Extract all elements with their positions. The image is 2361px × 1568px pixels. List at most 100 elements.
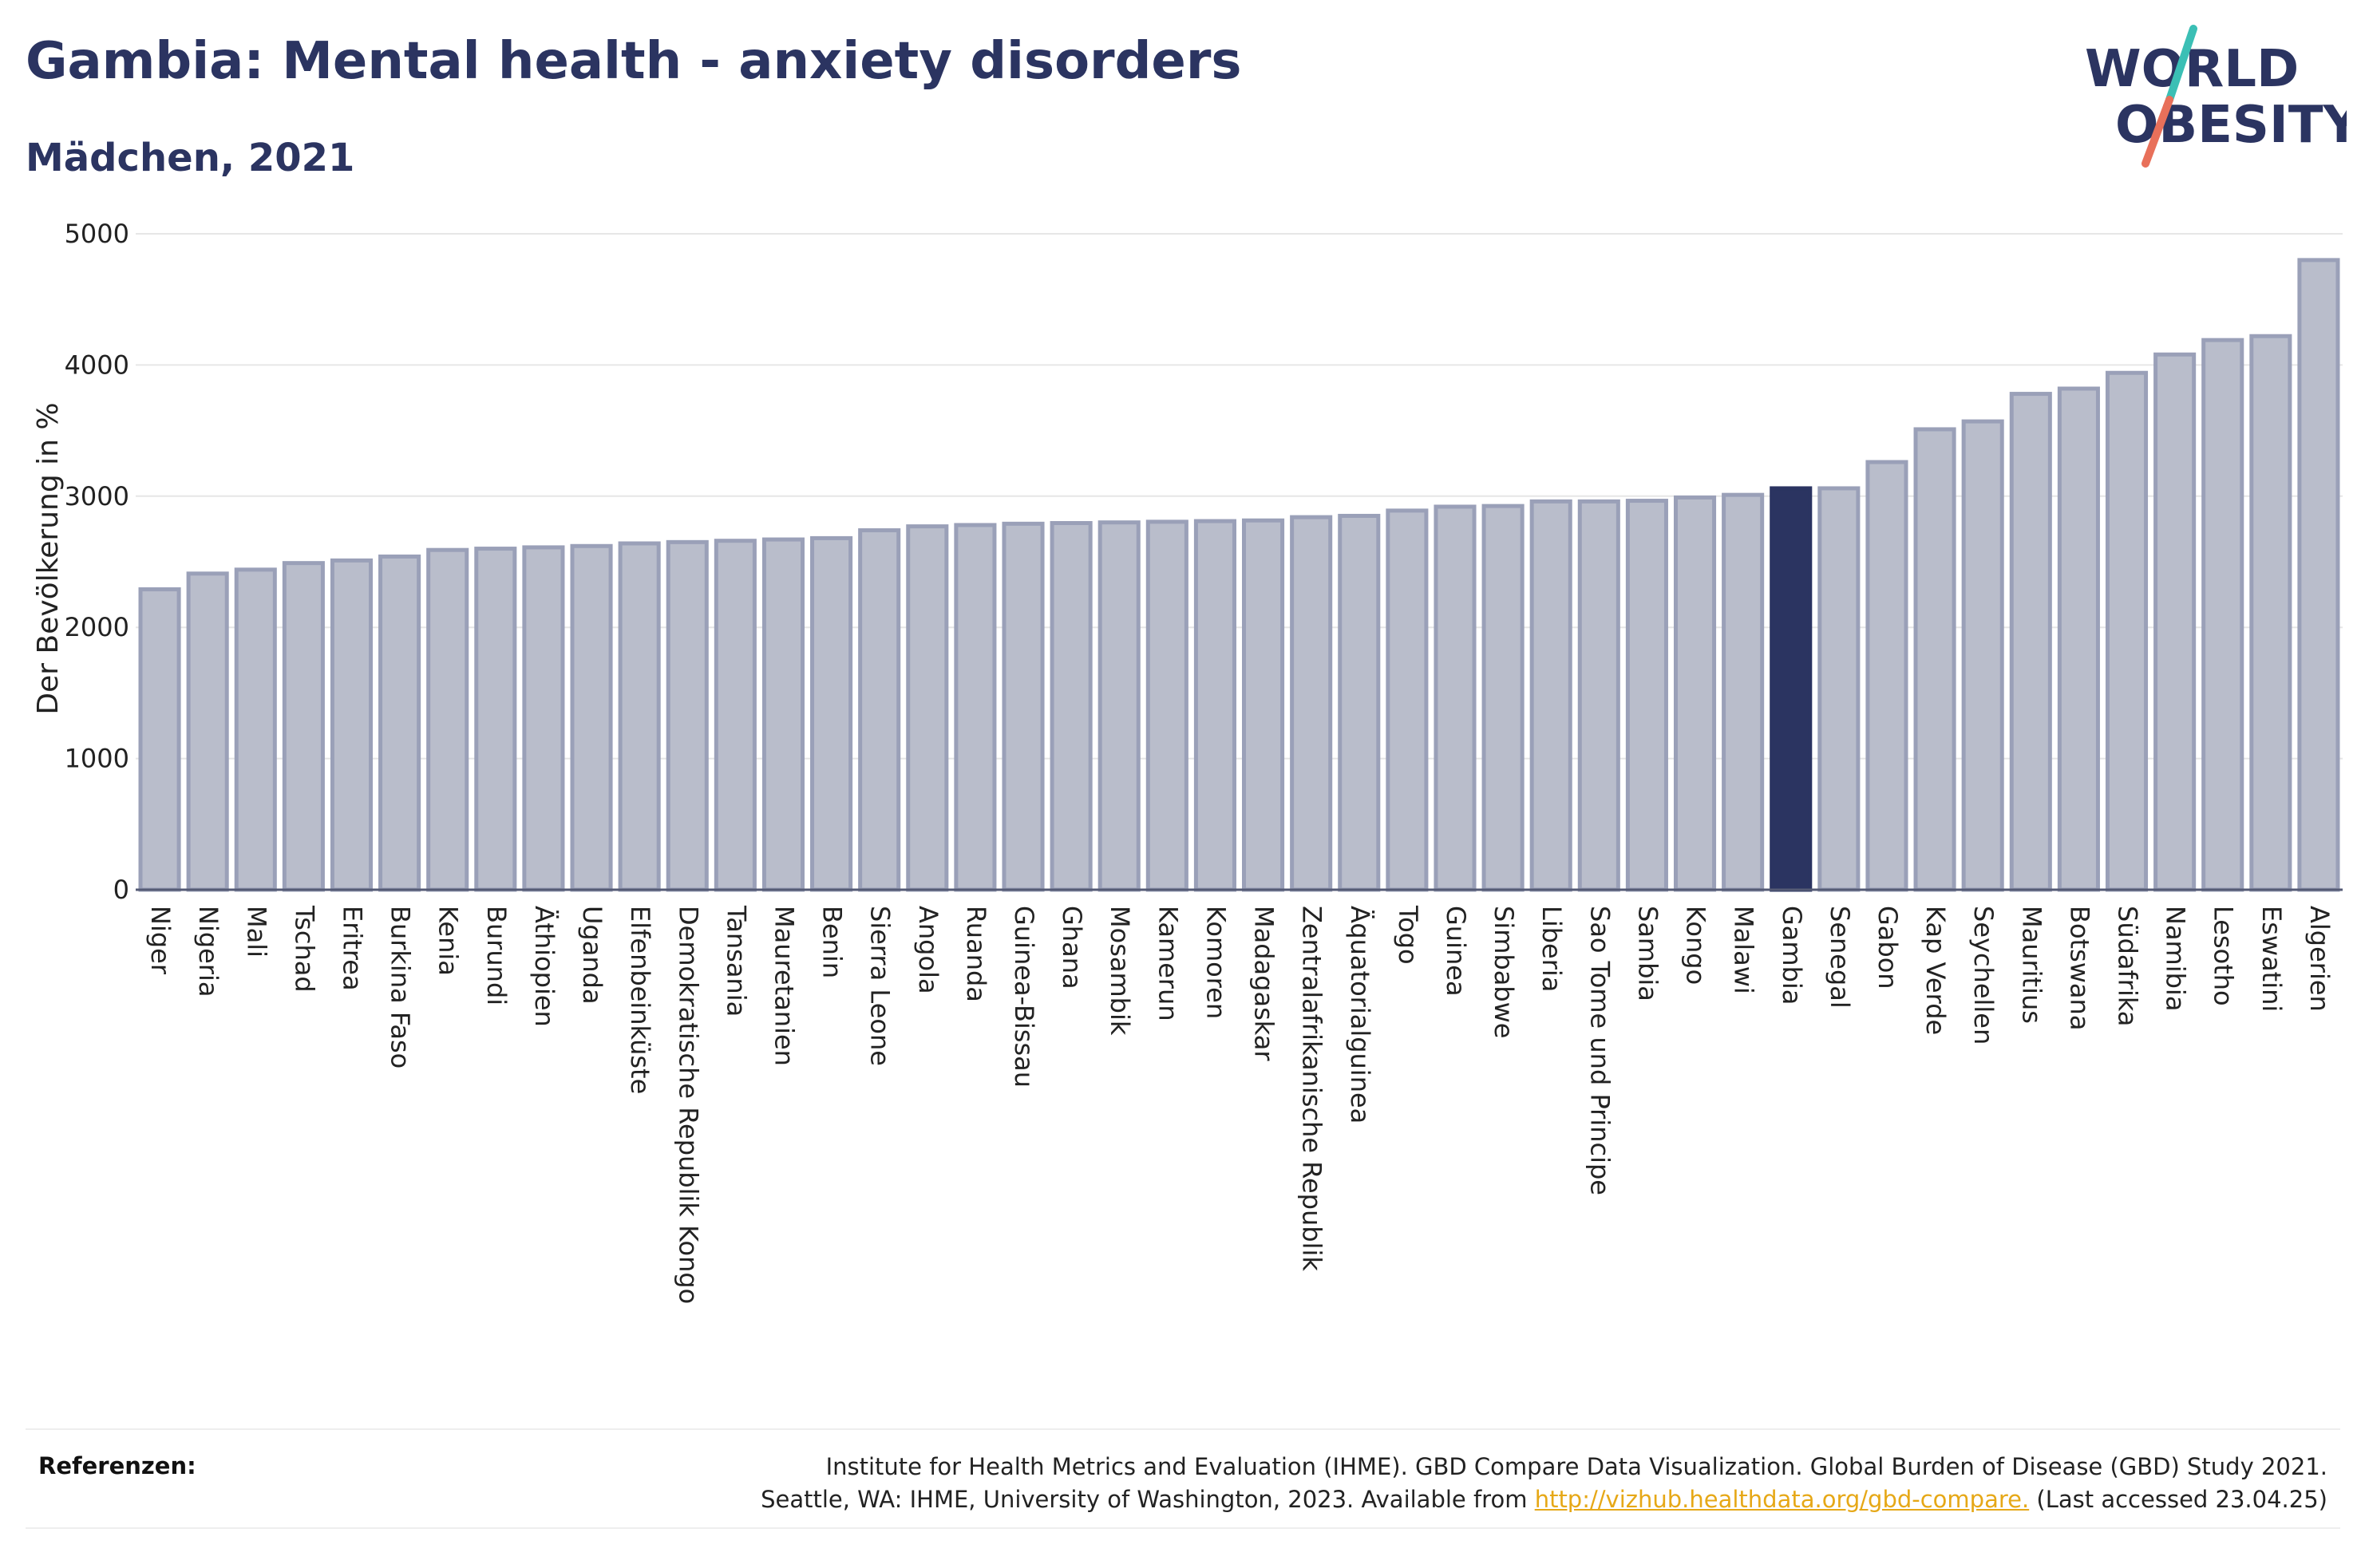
x-tick-label: Algerien [2304, 906, 2335, 1012]
bar [810, 535, 853, 892]
x-tick-label: Gabon [1873, 906, 1903, 989]
y-tick-label: 1000 [65, 744, 129, 774]
bar [186, 571, 229, 892]
bar [1386, 508, 1429, 892]
x-tick-label: Uganda [577, 906, 607, 1005]
x-tick-label: Gambia [1777, 906, 1807, 1005]
bar [1242, 518, 1285, 892]
x-tick-label: Elfenbeinküste [625, 906, 655, 1094]
bar [1961, 419, 2004, 892]
reference-line-2-start: Seattle, WA: IHME, University of Washing… [761, 1486, 1535, 1513]
bar [666, 539, 709, 892]
logo-slash-coral [2142, 96, 2173, 168]
x-tick-label: Sao Tome und Principe [1584, 906, 1615, 1195]
x-axis-labels: Niger Nigeria Mali Tschad Eritrea Burkina Fas… [145, 905, 2335, 1304]
bar [618, 541, 661, 892]
bar [474, 547, 517, 892]
bar [1625, 499, 1668, 892]
bar [1338, 513, 1381, 892]
bar [1145, 519, 1188, 892]
bar [282, 561, 325, 892]
x-tick-label: Mauretanien [769, 906, 799, 1066]
bar [1577, 499, 1620, 892]
x-tick-label: Kamerun [1153, 906, 1183, 1021]
x-tick-label: Kap Verde [1920, 906, 1951, 1035]
x-tick-label: Benin [817, 906, 848, 978]
bar [234, 567, 277, 892]
x-tick-label: Zentralafrikanische Republik [1297, 906, 1327, 1271]
x-tick-label: Lesotho [2209, 906, 2239, 1006]
world-obesity-logo: WORLD OBESITY [2085, 25, 2347, 168]
bar [2105, 370, 2149, 892]
x-tick-label: Eswatini [2256, 906, 2287, 1012]
bar [1290, 515, 1333, 892]
x-tick-label: Namibia [2161, 906, 2191, 1011]
bar [858, 528, 901, 892]
x-tick-label: Tschad [289, 905, 319, 993]
x-tick-label: Togo [1393, 905, 1423, 965]
bar [570, 543, 613, 892]
x-tick-label: Niger [145, 906, 176, 975]
x-tick-label: Simbabwe [1489, 906, 1519, 1038]
x-tick-label: Burkina Faso [386, 906, 416, 1068]
bar [1865, 460, 1908, 892]
bar [714, 539, 757, 892]
y-axis-ticks: 0 1000 2000 3000 4000 5000 [65, 219, 129, 905]
bar [1434, 504, 1477, 892]
references-label: Referenzen: [38, 1452, 196, 1479]
y-axis-title: Der Bevölkerung in % [32, 402, 65, 714]
bar [426, 547, 469, 892]
y-tick-label: 2000 [65, 612, 129, 642]
x-tick-label: Kenia [433, 906, 464, 976]
chart-subtitle: Mädchen, 2021 [26, 136, 355, 180]
x-tick-label: Angola [913, 906, 943, 994]
reference-link[interactable]: http://vizhub.healthdata.org/gbd-compare… [1534, 1486, 2030, 1513]
x-tick-label: Ruanda [961, 906, 991, 1002]
logo-line1: WORLD [2085, 40, 2299, 99]
x-tick-label: Demokratische Republik Kongo [673, 906, 703, 1304]
bar [2153, 352, 2197, 892]
logo-slash-teal [2165, 25, 2197, 104]
bar [330, 558, 374, 892]
x-tick-label: Mauritius [2016, 906, 2047, 1024]
x-tick-label: Kongo [1681, 906, 1711, 985]
bar [2057, 386, 2100, 892]
bar-highlight [1770, 486, 1813, 892]
bar [1529, 499, 1572, 892]
bars [136, 258, 2343, 892]
bar [1097, 520, 1141, 892]
x-tick-label: Sambia [1632, 906, 1663, 1001]
x-tick-label: Burundi [481, 906, 512, 1005]
x-tick-label: Seychellen [1968, 906, 1999, 1045]
x-tick-label: Tansania [721, 905, 751, 1017]
y-tick-label: 4000 [65, 350, 129, 380]
x-tick-label: Senegal [1825, 906, 1855, 1009]
bar [378, 554, 421, 892]
bar [138, 587, 181, 892]
bar [2297, 258, 2340, 892]
x-tick-label: Ghana [1057, 906, 1087, 989]
bar [522, 545, 565, 892]
bar [1913, 427, 1956, 892]
references-footer: Referenzen: Institute for Health Metrics… [26, 1428, 2340, 1529]
bar [2009, 392, 2052, 892]
reference-line-2: Seattle, WA: IHME, University of Washing… [761, 1483, 2327, 1516]
bar [906, 524, 949, 892]
references-text: Institute for Health Metrics and Evaluat… [761, 1451, 2327, 1516]
x-tick-label: Äquatorialguinea [1345, 906, 1375, 1124]
x-tick-label: Eritrea [337, 906, 367, 991]
x-tick-label: Botswana [2064, 906, 2094, 1030]
bar [1193, 519, 1236, 892]
chart-title: Gambia: Mental health - anxiety disorder… [26, 32, 1242, 91]
bar [1673, 495, 1717, 892]
bar [1817, 486, 1861, 892]
y-tick-label: 5000 [65, 219, 129, 249]
x-tick-label: Nigeria [193, 906, 223, 997]
bar [1050, 521, 1093, 892]
bar [1481, 504, 1525, 892]
y-tick-label: 0 [113, 875, 129, 905]
x-tick-label: Liberia [1536, 906, 1567, 992]
x-tick-label: Mosambik [1105, 906, 1135, 1036]
x-tick-label: Madagaskar [1249, 906, 1279, 1061]
y-tick-label: 3000 [65, 481, 129, 511]
